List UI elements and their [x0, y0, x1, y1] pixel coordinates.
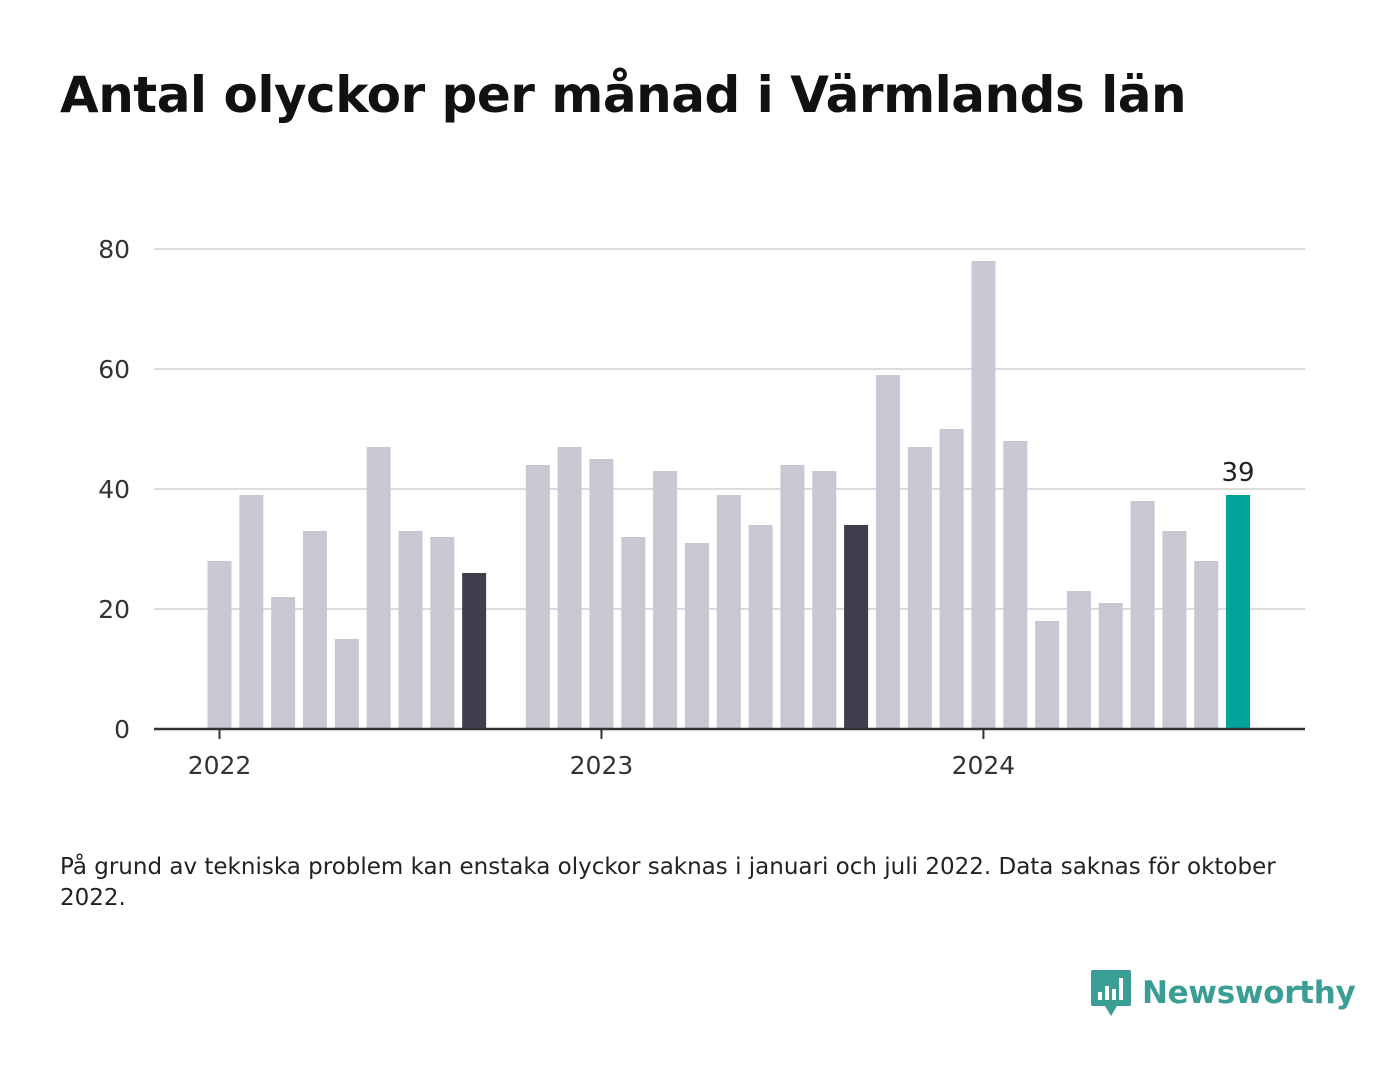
bar-chart: 0 20 40 60 80 2022 2023 2024 39	[98, 235, 1305, 780]
bar-2024-01	[971, 261, 996, 729]
brand-logo: Newsworthy	[1090, 968, 1356, 1018]
bar-2022-11	[525, 465, 550, 729]
y-tick-label: 60	[98, 355, 130, 384]
bar-2022-07	[398, 531, 423, 729]
x-tick-label: 2022	[188, 751, 252, 780]
bar-2023-09	[844, 525, 869, 729]
bar-2024-03	[1035, 621, 1060, 729]
chart-title: Antal olyckor per månad i Värmlands län	[60, 66, 1187, 124]
bar-2024-06	[1130, 501, 1155, 729]
bar-2022-12	[557, 447, 582, 729]
bar-2023-08	[812, 471, 837, 729]
bar-2023-03	[653, 471, 678, 729]
bar-2022-01	[207, 561, 232, 729]
bar-2023-02	[621, 537, 646, 729]
brand-name: Newsworthy	[1142, 975, 1356, 1011]
y-tick-label: 0	[114, 715, 130, 744]
bar-2024-08	[1194, 561, 1219, 729]
bar-2024-02	[1003, 441, 1028, 729]
bar-2023-12	[939, 429, 964, 729]
bar-2023-06	[748, 525, 773, 729]
bar-2022-04	[302, 531, 327, 729]
footnote: På grund av tekniska problem kan enstaka…	[60, 854, 1276, 911]
x-tick-label: 2024	[952, 751, 1016, 780]
bar-2024-04	[1066, 591, 1091, 729]
bar-2023-05	[716, 495, 741, 729]
value-label: 39	[1222, 458, 1255, 488]
bar-2023-07	[780, 465, 805, 729]
newsworthy-logo-icon	[1091, 970, 1131, 1016]
bar-2022-08	[430, 537, 455, 729]
bar-2024-05	[1098, 603, 1123, 729]
bar-2023-10	[875, 375, 900, 729]
bar-2022-09	[462, 573, 487, 729]
bar-2023-11	[907, 447, 932, 729]
bar-2022-05	[334, 639, 359, 729]
bar-2022-02	[239, 495, 264, 729]
bar-2022-03	[271, 597, 296, 729]
bar-2024-09	[1226, 495, 1251, 729]
bar-2023-01	[589, 459, 614, 729]
y-tick-label: 20	[98, 595, 130, 624]
bar-2023-04	[684, 543, 709, 729]
bar-2024-07	[1162, 531, 1187, 729]
y-tick-label: 80	[98, 235, 130, 264]
bar-2022-06	[366, 447, 391, 729]
x-tick-label: 2023	[570, 751, 634, 780]
y-tick-label: 40	[98, 475, 130, 504]
